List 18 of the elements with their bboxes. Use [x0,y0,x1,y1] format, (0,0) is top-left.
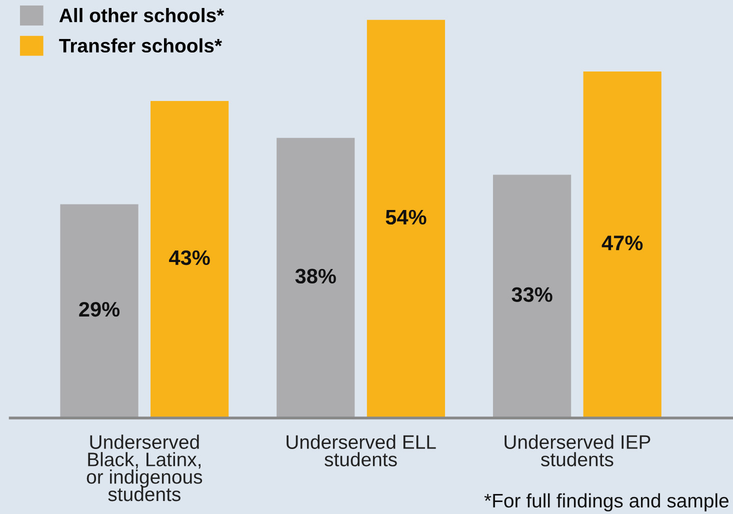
bar [366,20,446,418]
x-tick-label: Underserved IEP students [504,434,650,466]
data-label: 43% [169,250,210,266]
bar [492,174,572,418]
text: *For full findings and sample [484,493,728,512]
bar [583,72,662,418]
x-tick-label: Underserved Black, Latinx, or indigenous students [86,434,202,502]
data-label: 47% [602,236,643,250]
data-label: 33% [512,287,552,302]
data-label: 29% [79,302,120,317]
data-label: 54% [386,210,426,225]
legend-label: Transfer schools* [59,38,222,53]
bar [276,138,355,418]
bar [60,204,138,418]
data-label: 38% [295,268,336,284]
legend-label: All other schools* [59,8,224,22]
x-tick-label: Underserved ELL students [286,434,436,466]
bar [150,101,229,418]
